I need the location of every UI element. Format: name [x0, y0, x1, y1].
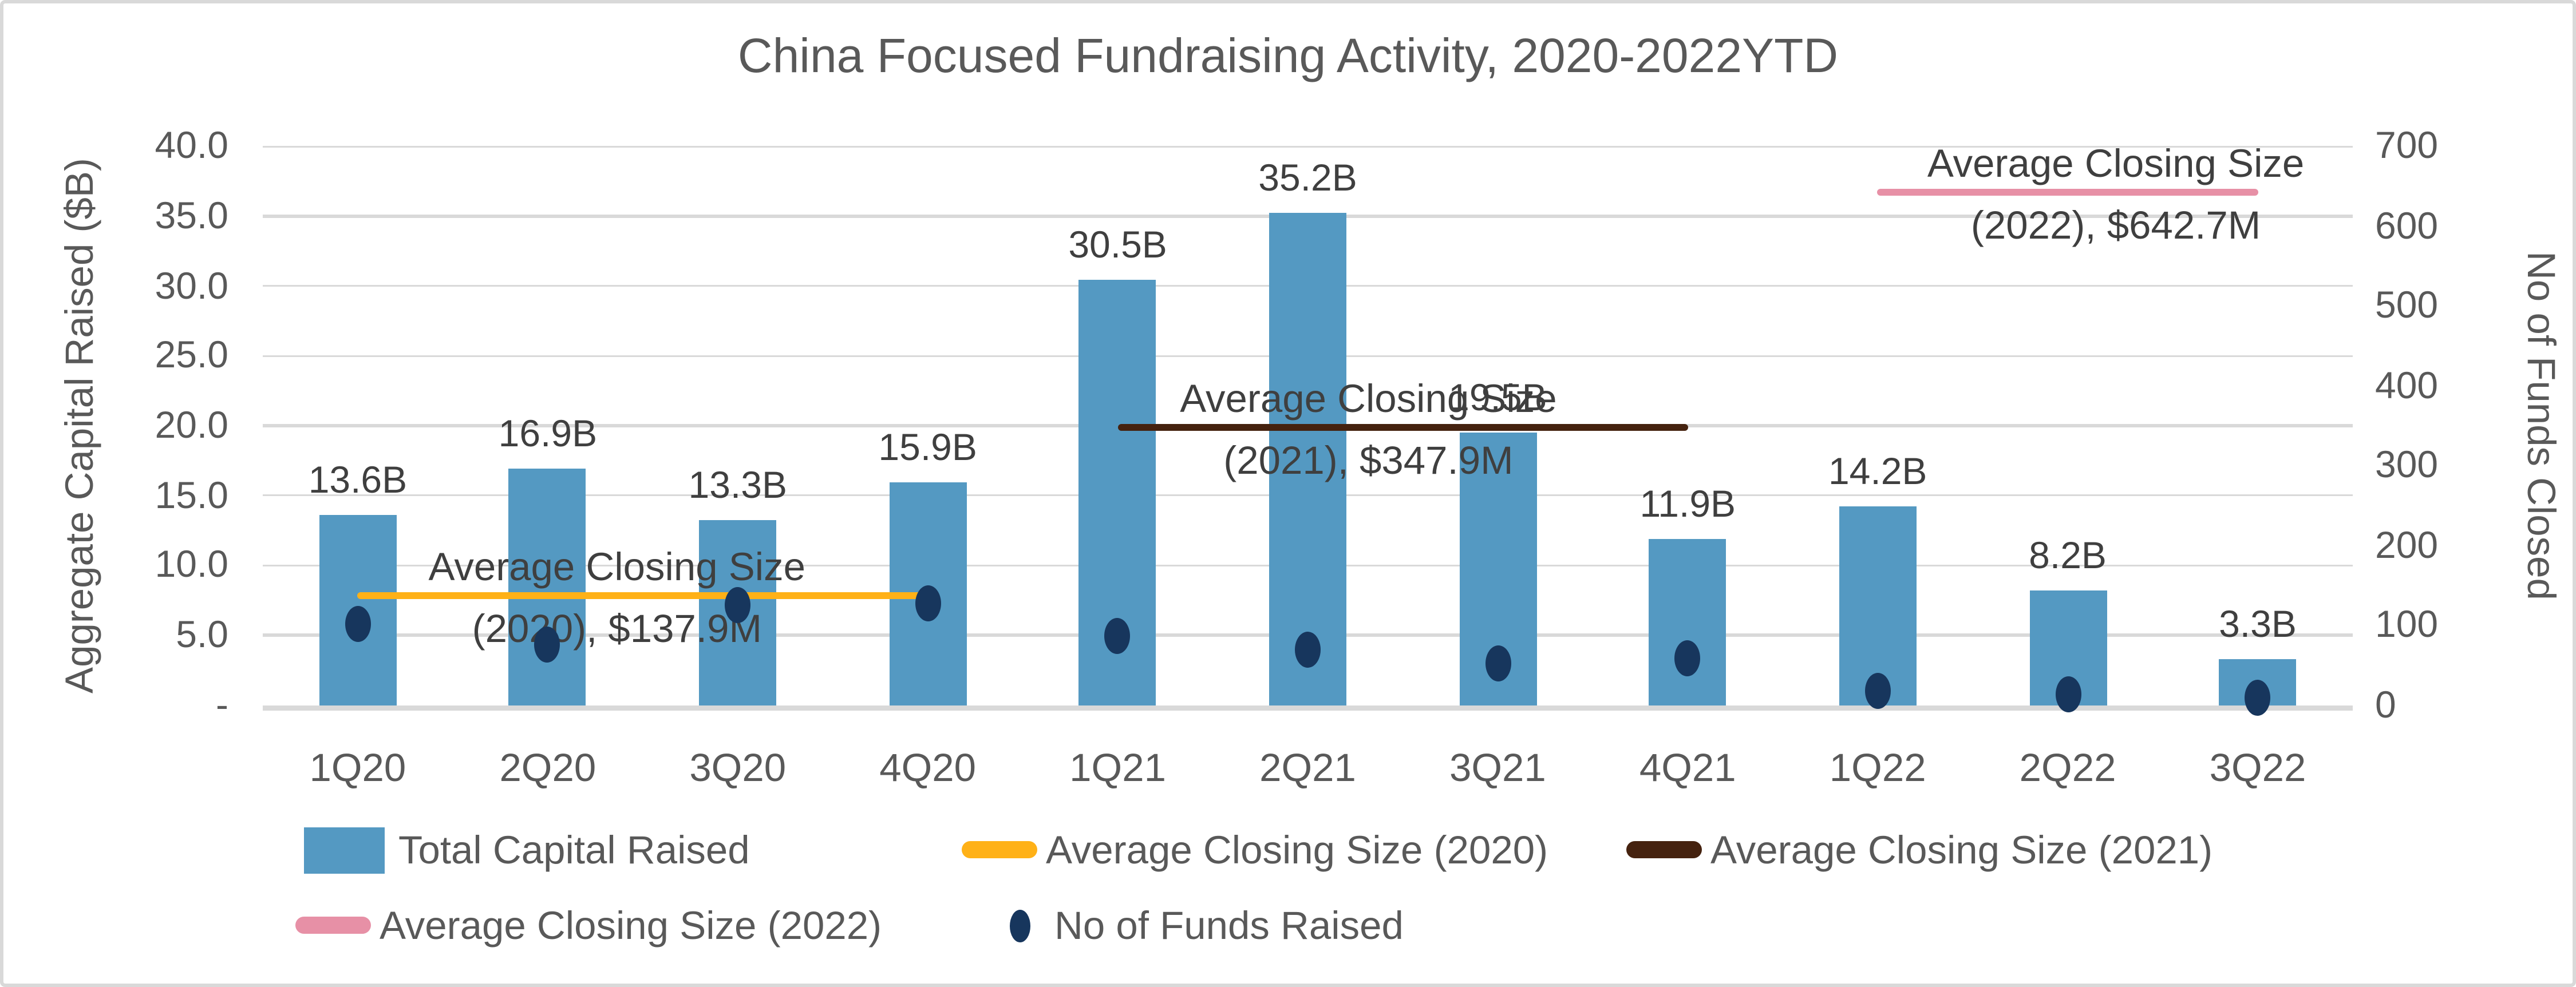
annotation-line2: (2022), $642.7M	[1970, 202, 2261, 247]
x-axis-label-3Q22: 3Q22	[2209, 745, 2306, 790]
right-axis-tick: 700	[2375, 124, 2439, 168]
right-axis-tick: 500	[2375, 283, 2439, 327]
legend-label: Average Closing Size (2021)	[1710, 827, 2213, 872]
funds-dot-1Q22[interactable]	[1864, 673, 1891, 709]
right-axis-tick: 200	[2375, 523, 2439, 566]
bar-value-label: 8.2B	[2029, 534, 2107, 577]
x-axis-label-4Q21: 4Q21	[1639, 745, 1736, 790]
legend-item-no-of-funds-raised[interactable]: No of Funds Raised	[1006, 899, 1404, 951]
legend-label: Average Closing Size (2020)	[1046, 827, 1548, 872]
funds-dot-3Q22[interactable]	[2245, 680, 2271, 717]
line-swatch-icon	[1626, 841, 1702, 858]
bar-4Q21[interactable]	[1649, 538, 1726, 705]
annotation-line1: Average Closing Size	[1927, 140, 2305, 185]
x-axis-label-2Q20: 2Q20	[499, 745, 596, 790]
right-axis-title: No of Funds Closed	[2519, 251, 2564, 600]
left-axis-tick: 30.0	[155, 264, 228, 307]
funds-dot-1Q20[interactable]	[345, 605, 371, 642]
avg-closing-size-line-21[interactable]	[1117, 424, 1688, 431]
bar-value-label: 13.6B	[308, 458, 408, 502]
right-axis-tick: 0	[2375, 683, 2396, 726]
legend-label: Total Capital Raised	[398, 827, 750, 872]
left-axis-tick: 25.0	[155, 334, 228, 377]
x-axis-label-4Q20: 4Q20	[879, 745, 977, 790]
bar-value-label: 15.9B	[878, 426, 977, 470]
avg-closing-size-line-22[interactable]	[1878, 188, 2258, 196]
x-axis-label-1Q22: 1Q22	[1829, 745, 1926, 790]
legend-item-total-capital-raised[interactable]: Total Capital Raised	[304, 824, 750, 875]
right-axis-tick: 300	[2375, 443, 2439, 486]
x-axis-label-3Q21: 3Q21	[1449, 745, 1546, 790]
left-axis-tick: 35.0	[155, 194, 228, 237]
funds-dot-3Q20[interactable]	[725, 586, 751, 623]
bar-value-label: 30.5B	[1068, 222, 1167, 265]
chart-title: China Focused Fundraising Activity, 2020…	[737, 29, 1839, 82]
gridline	[263, 145, 2353, 148]
avg-closing-size-line-20[interactable]	[357, 591, 928, 598]
line-swatch-icon	[962, 841, 1037, 858]
bar-value-label: 3.3B	[2219, 602, 2297, 645]
right-axis-tick: 400	[2375, 363, 2439, 407]
bar-value-label: 13.3B	[688, 462, 787, 506]
annotation-line1: Average Closing Size	[1180, 376, 1557, 421]
legend-item-average-closing-size-2021-[interactable]: Average Closing Size (2021)	[1626, 824, 2212, 875]
legend-label: Average Closing Size (2022)	[380, 903, 882, 948]
left-axis-tick: 5.0	[176, 613, 228, 656]
annotation-line2: (2021), $347.9M	[1223, 438, 1514, 482]
left-axis-tick: 20.0	[155, 403, 228, 447]
dot-swatch-icon	[1010, 909, 1030, 942]
x-axis-label-2Q21: 2Q21	[1259, 745, 1356, 790]
bar-value-label: 16.9B	[498, 412, 598, 455]
funds-dot-1Q21[interactable]	[1105, 617, 1131, 654]
bar-value-label: 11.9B	[1639, 482, 1736, 525]
left-axis-tick: -	[216, 683, 228, 726]
bar-value-label: 35.2B	[1258, 157, 1357, 200]
funds-dot-4Q20[interactable]	[915, 585, 941, 622]
right-axis-tick: 600	[2375, 204, 2439, 247]
x-axis-label-1Q21: 1Q21	[1069, 745, 1166, 790]
legend-item-average-closing-size-2020-[interactable]: Average Closing Size (2020)	[962, 824, 1548, 875]
line-swatch-icon	[295, 917, 371, 934]
legend-label: No of Funds Raised	[1054, 903, 1404, 948]
funds-dot-2Q21[interactable]	[1295, 631, 1321, 667]
annotation-line1: Average Closing Size	[428, 543, 805, 588]
bar-2Q21[interactable]	[1269, 213, 1346, 705]
left-axis-tick: 10.0	[155, 543, 228, 586]
x-axis-label-3Q20: 3Q20	[689, 745, 787, 790]
bar-value-label: 14.2B	[1828, 450, 1927, 493]
left-axis-tick: 40.0	[155, 124, 228, 168]
bar-swatch-icon	[304, 826, 385, 873]
bar-1Q22[interactable]	[1839, 506, 1917, 705]
bar-value-label: 19.5B	[1448, 376, 1547, 419]
x-axis-line	[263, 705, 2353, 711]
x-axis-label-2Q22: 2Q22	[2019, 745, 2116, 790]
left-axis-tick: 15.0	[155, 473, 228, 517]
legend-item-average-closing-size-2022-[interactable]: Average Closing Size (2022)	[295, 899, 882, 951]
annotation-line2: (2020), $137.9M	[472, 605, 762, 650]
funds-dot-3Q21[interactable]	[1484, 645, 1511, 682]
right-axis-tick: 100	[2375, 602, 2439, 646]
funds-dot-2Q22[interactable]	[2055, 676, 2081, 713]
x-axis-label-1Q20: 1Q20	[309, 745, 406, 790]
funds-dot-4Q21[interactable]	[1674, 640, 1701, 677]
bar-2Q20[interactable]	[509, 469, 587, 705]
